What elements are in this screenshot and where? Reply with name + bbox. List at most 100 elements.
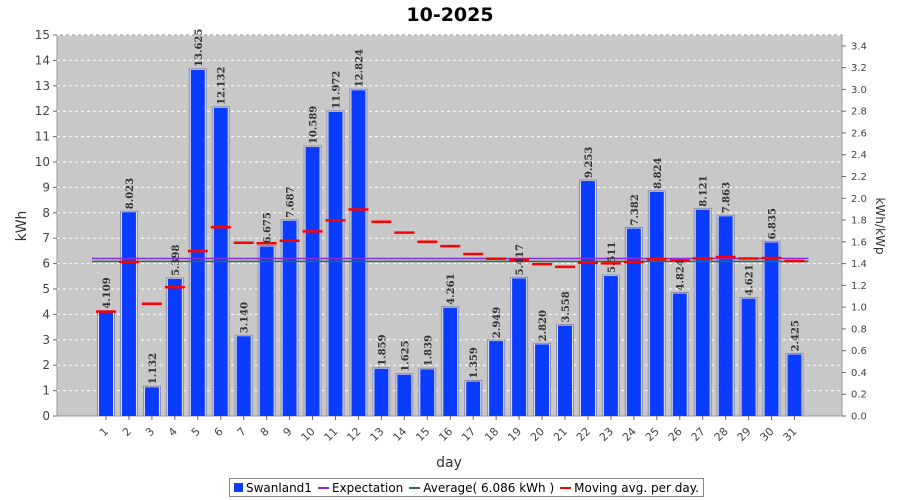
bar-data-label: 4.109 <box>102 277 113 308</box>
x-tick-label: 25 <box>643 425 662 444</box>
x-tick-label: 9 <box>281 425 295 439</box>
x-tick-label: 5 <box>189 425 203 439</box>
y-tick-label: 9 <box>42 180 50 194</box>
bar-data-label: 1.839 <box>423 335 434 366</box>
y2-tick-label: 1.0 <box>851 303 867 314</box>
bar-data-label: 7.687 <box>286 186 297 217</box>
bar <box>512 278 527 416</box>
x-tick-label: 13 <box>367 425 386 444</box>
bar-data-label: 4.261 <box>446 273 457 304</box>
y2-tick-label: 3.4 <box>851 41 867 52</box>
y2-tick-label: 2.0 <box>851 194 867 205</box>
x-tick-label: 28 <box>712 425 731 444</box>
y-tick-label: 6 <box>42 257 50 271</box>
legend-item-average: Average( 6.086 kWh ) <box>409 481 554 495</box>
bar-data-label: 6.835 <box>768 208 779 239</box>
legend-swatch-expectation <box>317 486 329 489</box>
bar <box>374 368 389 416</box>
bar-data-label: 2.949 <box>492 307 503 338</box>
bar-data-label: 10.589 <box>309 106 320 144</box>
y-tick-label: 13 <box>35 79 50 93</box>
bar-data-label: 6.675 <box>263 212 274 243</box>
legend-swatch-swanland1 <box>234 483 243 492</box>
bar-data-label: 1.859 <box>377 334 388 365</box>
bar-data-label: 4.824 <box>676 259 687 290</box>
bar <box>144 387 159 416</box>
bar <box>259 246 274 416</box>
bar <box>535 344 550 416</box>
bar <box>558 325 572 416</box>
x-tick-label: 23 <box>597 425 616 444</box>
x-tick-label: 31 <box>781 425 800 444</box>
legend-label-moving-avg: Moving avg. per day. <box>574 480 699 495</box>
y2-axis-title: kWh/kWp <box>873 198 887 255</box>
legend: Swanland1 Expectation Average( 6.086 kWh… <box>229 478 704 497</box>
bar-data-label: 8.121 <box>699 175 710 206</box>
bar <box>695 209 710 416</box>
y2-tick-label: 0.6 <box>851 346 867 357</box>
bar-data-label: 7.382 <box>630 194 641 225</box>
bar <box>190 69 205 417</box>
bar-data-label: 13.625 <box>194 29 205 67</box>
x-tick-label: 8 <box>258 425 272 439</box>
x-tick-label: 7 <box>235 425 249 439</box>
y2-tick-label: 1.2 <box>851 281 867 292</box>
bar <box>121 212 136 416</box>
legend-item-expectation: Expectation <box>317 481 403 495</box>
bar <box>236 336 251 416</box>
y2-tick-label: 2.8 <box>851 107 867 118</box>
bar-data-label: 5.417 <box>515 244 526 275</box>
y2-tick-label: 2.2 <box>851 172 867 183</box>
y2-tick-label: 2.6 <box>851 128 867 139</box>
x-tick-label: 3 <box>143 425 157 439</box>
bar-data-label: 5.511 <box>607 242 618 273</box>
x-tick-label: 11 <box>322 425 341 444</box>
bar-data-label: 2.425 <box>791 320 802 351</box>
x-tick-label: 27 <box>689 425 708 444</box>
bar-data-label: 2.820 <box>538 310 549 341</box>
bar <box>351 90 366 417</box>
legend-label-average: Average( 6.086 kWh ) <box>423 480 555 495</box>
x-tick-label: 26 <box>666 425 685 444</box>
y-tick-label: 2 <box>42 358 50 372</box>
y-tick-label: 12 <box>35 104 50 118</box>
y2-tick-label: 0.2 <box>851 390 867 401</box>
x-tick-label: 21 <box>551 425 570 444</box>
x-tick-label: 20 <box>528 425 547 444</box>
x-tick-label: 15 <box>413 425 432 444</box>
data-labels: 4.109 8.023 1.132 5.398 13.625 12.132 3.140 6.6… <box>102 29 802 385</box>
y2-tick-label: 1.4 <box>851 259 867 270</box>
y2-tick-label: 0.0 <box>851 412 867 423</box>
bar-data-label: 4.621 <box>745 264 756 295</box>
bar <box>282 220 297 416</box>
bar <box>741 298 756 416</box>
y2-tick-label: 1.8 <box>851 216 867 227</box>
x-tick-label: 29 <box>735 425 754 444</box>
x-tick-label: 19 <box>505 425 524 444</box>
bar <box>305 147 320 416</box>
bar-data-label: 7.863 <box>722 182 733 213</box>
bar-data-label: 11.972 <box>332 71 343 109</box>
bar <box>603 276 618 416</box>
bar <box>397 374 412 416</box>
bar <box>672 293 687 416</box>
y2-tick-label: 3.0 <box>851 85 867 96</box>
y-tick-label: 11 <box>35 130 50 144</box>
y-tick-label: 0 <box>42 409 50 423</box>
bar <box>626 228 641 416</box>
legend-item-swanland1: Swanland1 <box>234 481 312 495</box>
y-tick-label: 14 <box>35 53 50 67</box>
y-axis-title: kWh <box>14 211 30 242</box>
x-tick-label: 12 <box>344 425 363 444</box>
chart-title: 10-2025 <box>406 4 493 26</box>
bar-data-label: 8.023 <box>125 178 136 209</box>
bar <box>420 369 435 416</box>
bar-data-label: 1.625 <box>400 340 411 371</box>
bar-data-label: 5.398 <box>171 245 182 276</box>
x-tick-label: 16 <box>436 425 455 444</box>
bar <box>489 341 504 416</box>
bar <box>99 311 113 416</box>
y-tick-label: 4 <box>42 307 50 321</box>
